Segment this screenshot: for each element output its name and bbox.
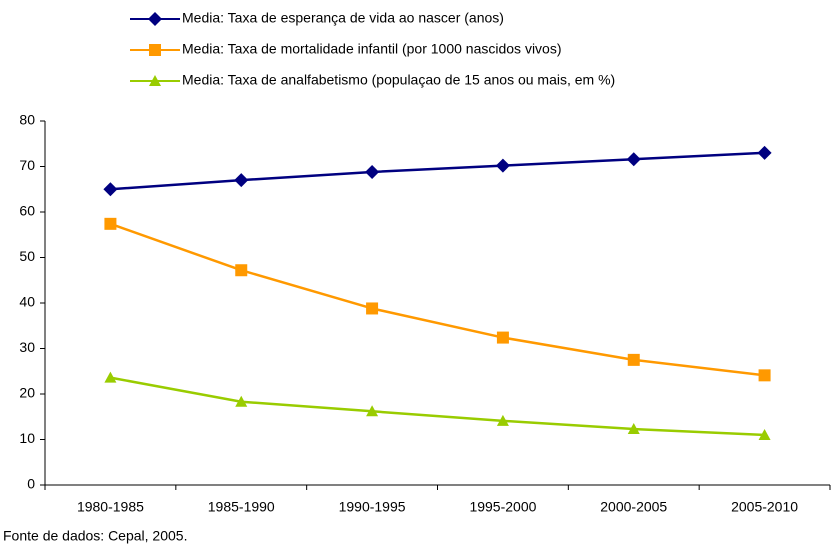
marker xyxy=(148,12,162,26)
series-line xyxy=(109,222,765,377)
marker xyxy=(758,369,771,382)
source-note: Fonte de dados: Cepal, 2005. xyxy=(3,528,187,544)
marker xyxy=(495,158,510,173)
y-tick-label: 80 xyxy=(19,112,35,128)
x-tick-label: 1985-1990 xyxy=(208,499,275,515)
marker xyxy=(758,428,771,440)
marker xyxy=(366,405,379,417)
y-tick-label: 0 xyxy=(27,476,35,492)
y-tick-label: 50 xyxy=(19,248,35,264)
marker xyxy=(149,75,161,86)
x-tick-label: 2000-2005 xyxy=(600,499,667,515)
y-tick-label: 30 xyxy=(19,339,35,355)
marker xyxy=(234,173,249,188)
marker xyxy=(627,423,640,435)
marker xyxy=(496,331,509,344)
x-tick-label: 1995-2000 xyxy=(469,499,536,515)
legend-label: Media: Taxa de analfabetismo (populaçao … xyxy=(182,72,615,88)
marker xyxy=(149,44,161,56)
y-tick-label: 10 xyxy=(19,430,35,446)
y-tick-label: 60 xyxy=(19,203,35,219)
marker xyxy=(496,414,509,426)
y-tick-label: 70 xyxy=(19,157,35,173)
marker xyxy=(235,395,248,407)
marker xyxy=(627,353,640,366)
series-line xyxy=(110,376,765,437)
marker xyxy=(365,164,380,179)
x-tick-label: 1990-1995 xyxy=(339,499,406,515)
marker xyxy=(103,182,118,197)
x-tick-label: 1980-1985 xyxy=(77,499,144,515)
y-tick-label: 20 xyxy=(19,385,35,401)
marker xyxy=(104,217,117,230)
marker xyxy=(104,371,117,383)
y-tick-label: 40 xyxy=(19,294,35,310)
series-line xyxy=(110,151,765,191)
x-tick-label: 2005-2010 xyxy=(731,499,798,515)
marker xyxy=(366,302,379,315)
marker xyxy=(235,264,248,277)
legend-label: Media: Taxa de esperança de vida ao nasc… xyxy=(182,10,504,26)
legend-label: Media: Taxa de mortalidade infantil (por… xyxy=(182,41,562,57)
marker xyxy=(626,152,641,167)
marker xyxy=(757,145,772,160)
